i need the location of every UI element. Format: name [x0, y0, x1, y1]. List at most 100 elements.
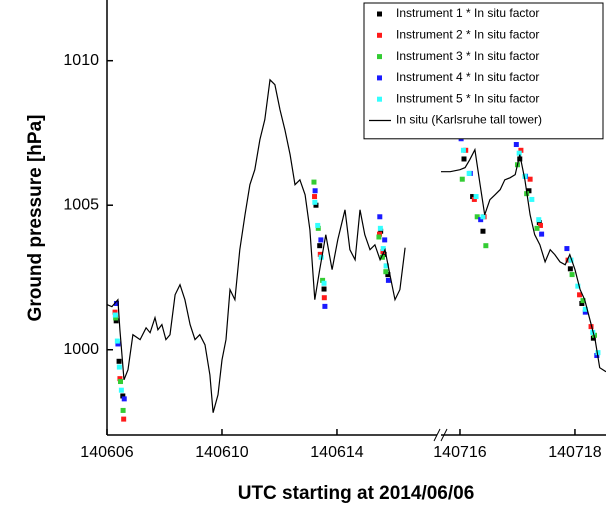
y-tick-label: 1010 [63, 52, 99, 69]
point [376, 234, 382, 240]
line [106, 78, 606, 413]
point [478, 217, 484, 223]
legend-label: Instrument 2 * In situ factor [396, 27, 539, 41]
point [116, 364, 122, 370]
point [320, 277, 326, 283]
point [536, 220, 542, 226]
point [113, 315, 119, 321]
legend-label: Instrument 1 * In situ factor [396, 6, 539, 20]
point [312, 188, 318, 194]
y-tick-label: 1000 [63, 341, 99, 358]
point [311, 179, 317, 185]
point [315, 225, 321, 231]
legend-marker [377, 54, 382, 60]
point [113, 318, 119, 324]
point [383, 269, 389, 275]
legend-marker [377, 96, 382, 102]
point [378, 228, 384, 234]
point [526, 188, 532, 194]
point [536, 217, 542, 223]
point [518, 147, 524, 153]
x-tick-label: 140614 [310, 444, 363, 461]
point [377, 214, 383, 220]
legend-marker [377, 11, 382, 17]
point [112, 312, 118, 318]
point [516, 150, 522, 156]
point [582, 309, 588, 315]
point [380, 246, 386, 252]
point [120, 393, 126, 399]
point [117, 376, 123, 382]
point [121, 416, 127, 422]
point [579, 300, 585, 306]
point [459, 176, 465, 182]
legend-label: Instrument 3 * In situ factor [396, 49, 539, 63]
point [313, 202, 319, 208]
point [118, 387, 124, 393]
point [317, 251, 323, 257]
point [513, 142, 519, 148]
point [322, 303, 328, 309]
legend-box [363, 2, 604, 140]
point [112, 309, 118, 315]
legend-label: Instrument 4 * In situ factor [396, 70, 539, 84]
point [480, 214, 486, 220]
point [321, 295, 327, 301]
point [568, 257, 574, 263]
point [580, 298, 586, 304]
point [116, 358, 122, 364]
point [569, 272, 575, 278]
point [114, 338, 120, 344]
point [318, 254, 324, 260]
point [470, 194, 476, 200]
point [380, 248, 386, 254]
point [529, 196, 535, 202]
point [594, 353, 600, 359]
point [577, 292, 583, 298]
point [590, 335, 596, 341]
point [534, 225, 540, 231]
point [377, 231, 383, 237]
point [121, 396, 127, 402]
point [385, 277, 391, 283]
point [379, 254, 385, 260]
point [115, 341, 121, 347]
point [480, 228, 486, 234]
point [321, 280, 327, 286]
point [113, 300, 119, 306]
legend: Instrument 1 * In situ factor Instrument … [363, 2, 604, 140]
point [537, 222, 543, 228]
point [473, 194, 479, 200]
point [565, 257, 571, 263]
point [575, 283, 581, 289]
legend-label: Instrument 5 * In situ factor [396, 91, 539, 105]
point [317, 243, 323, 249]
point [582, 306, 588, 312]
x-tick-label: 140718 [548, 444, 601, 461]
legend-marker [377, 32, 382, 38]
point [318, 237, 324, 243]
point [385, 272, 391, 278]
point [321, 286, 327, 292]
legend-label: In situ (Karlsruhe tall tower) [396, 113, 542, 127]
x-tick-label: 140606 [80, 444, 133, 461]
point [522, 173, 528, 179]
point [383, 263, 389, 269]
y-tick-label: 1005 [63, 196, 99, 213]
point [527, 176, 533, 182]
x-axis-label: UTC starting at 2014/06/06 [238, 483, 475, 504]
legend-marker [377, 75, 382, 81]
point [539, 231, 545, 237]
point [474, 214, 480, 220]
point [315, 222, 321, 228]
point [567, 266, 573, 272]
point [120, 407, 126, 413]
point [382, 237, 388, 243]
point [588, 324, 594, 330]
point [517, 156, 523, 162]
point [466, 170, 472, 176]
point [460, 147, 466, 153]
point [381, 251, 387, 257]
point [312, 194, 318, 200]
